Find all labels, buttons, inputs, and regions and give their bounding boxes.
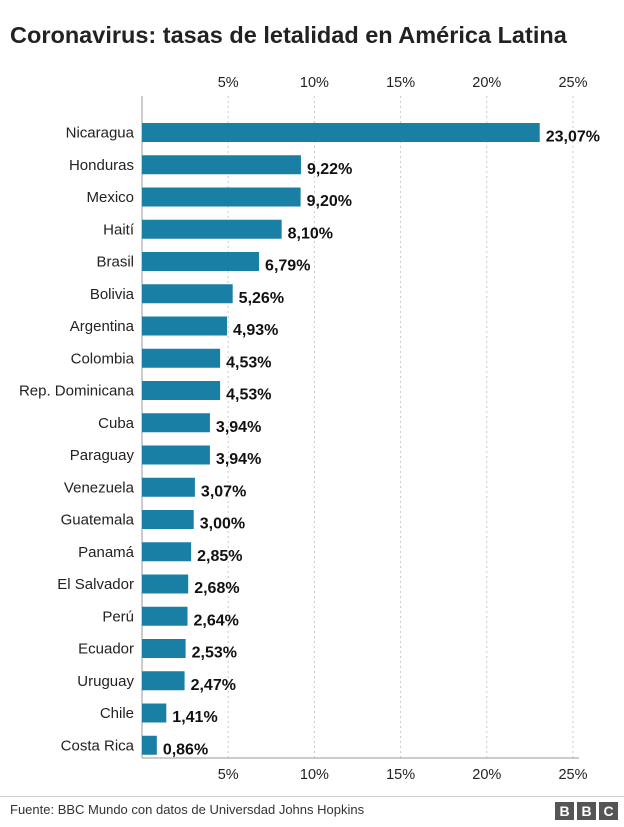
category-label: Paraguay [70, 447, 135, 464]
value-label: 4,53% [226, 354, 271, 371]
value-label: 4,53% [226, 387, 271, 404]
category-label: Argentina [70, 318, 135, 335]
bar [142, 219, 282, 239]
value-label: 8,10% [288, 225, 333, 242]
logo-letter: B [577, 802, 596, 820]
category-label: Mexico [86, 189, 134, 206]
value-label: 3,94% [216, 419, 261, 436]
bar [142, 413, 210, 433]
category-label: Nicaragua [66, 125, 135, 142]
tick-label-top: 10% [300, 75, 329, 91]
category-label: Ecuador [78, 641, 134, 658]
tick-label-top: 25% [558, 75, 587, 91]
bar [142, 510, 194, 529]
category-label: Guatemala [61, 512, 135, 529]
bar [142, 348, 221, 368]
category-label: Rep. Dominicana [19, 383, 135, 400]
category-label: Uruguay [77, 673, 134, 690]
value-label: 23,07% [546, 129, 600, 146]
bar [142, 252, 260, 271]
category-label: Chile [100, 705, 134, 722]
value-label: 5,26% [239, 290, 284, 307]
bar [142, 477, 195, 497]
value-label: 2,64% [194, 612, 239, 629]
value-label: 2,53% [192, 645, 237, 662]
bar [142, 639, 186, 658]
bar [142, 123, 540, 142]
footer-divider [0, 796, 624, 797]
value-label: 9,20% [307, 193, 352, 210]
tick-label-bottom: 15% [386, 767, 415, 783]
value-label: 6,79% [265, 258, 310, 275]
logo-letter: B [555, 802, 574, 820]
category-label: Venezuela [64, 479, 135, 496]
bar [142, 316, 227, 336]
category-label: Colombia [71, 350, 135, 367]
tick-label-bottom: 5% [218, 767, 239, 783]
category-label: El Salvador [57, 576, 134, 593]
category-label: Perú [102, 608, 134, 625]
value-label: 2,68% [194, 580, 239, 597]
tick-label-top: 20% [472, 75, 501, 91]
chart-title: Coronavirus: tasas de letalidad en Améri… [10, 22, 567, 48]
value-label: 2,85% [197, 548, 242, 565]
tick-label-top: 15% [386, 75, 415, 91]
category-label: Brasil [96, 254, 134, 271]
value-label: 9,22% [307, 161, 352, 178]
tick-label-bottom: 25% [558, 767, 587, 783]
bar [142, 381, 221, 400]
value-label: 3,94% [216, 451, 261, 468]
value-label: 3,00% [200, 516, 245, 533]
value-label: 0,86% [163, 741, 208, 758]
bar [142, 155, 301, 175]
bar [142, 606, 188, 626]
tick-label-bottom: 10% [300, 767, 329, 783]
bar [142, 187, 301, 207]
tick-label-top: 5% [218, 75, 239, 91]
bar [142, 703, 167, 723]
category-label: Haití [103, 221, 135, 238]
tick-label-bottom: 20% [472, 767, 501, 783]
value-label: 1,41% [172, 709, 217, 726]
bar [142, 735, 157, 755]
category-label: Bolivia [90, 286, 135, 303]
bbc-logo: B B C [555, 802, 618, 820]
category-label: Panamá [78, 544, 135, 561]
category-label: Honduras [69, 157, 134, 174]
logo-letter: C [599, 802, 618, 820]
source-note: Fuente: BBC Mundo con datos de Universda… [10, 802, 365, 817]
value-label: 3,07% [201, 483, 246, 500]
bar [142, 284, 233, 304]
bar-chart: 5% 5% 10% 10% 15% 15% 20% 20% 25% 25% Nicaragua 23,… [19, 75, 600, 783]
bar [142, 574, 189, 594]
category-label: Cuba [98, 415, 135, 432]
value-label: 2,47% [191, 677, 236, 694]
category-label: Costa Rica [61, 737, 135, 754]
bar [142, 671, 185, 691]
bar [142, 542, 192, 562]
value-label: 4,93% [233, 322, 278, 339]
bar [142, 445, 210, 465]
